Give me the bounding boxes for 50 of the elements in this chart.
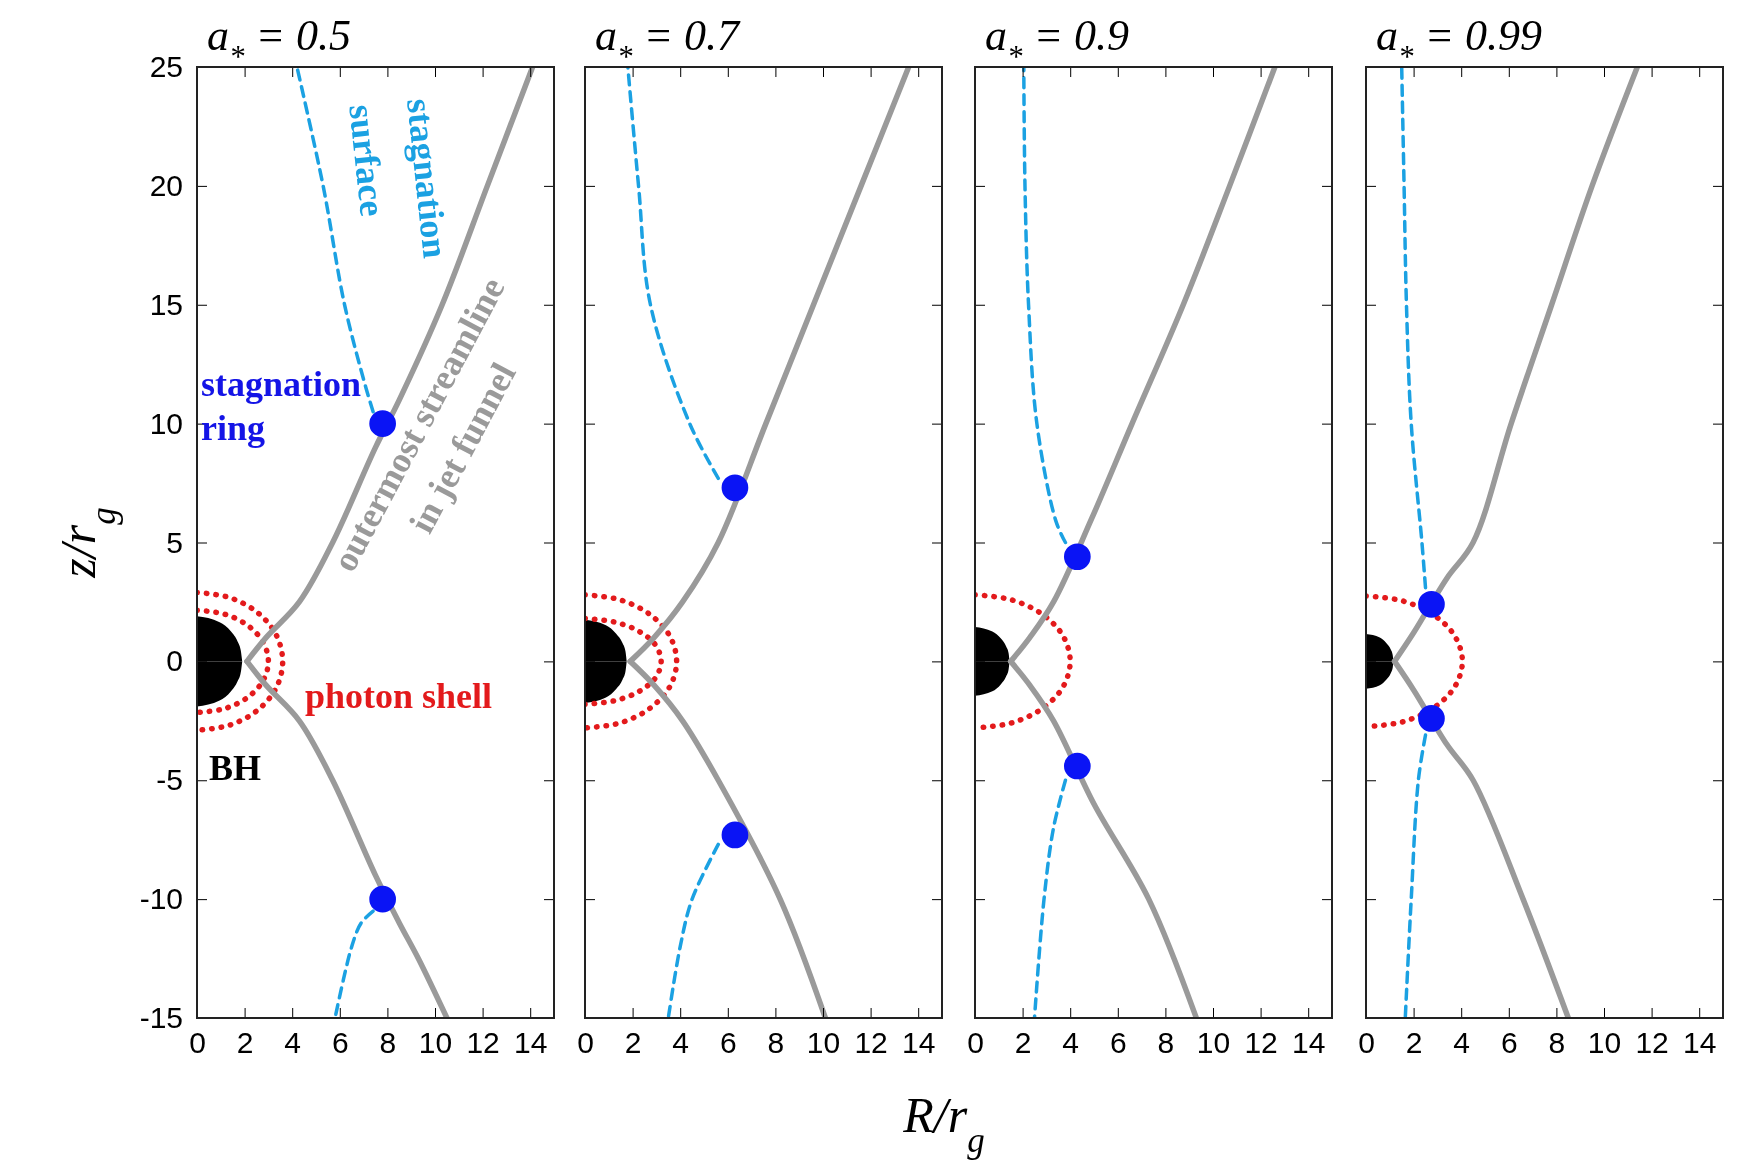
- chart-title: a$_{*}$ = 0.5: [207, 11, 352, 74]
- x-tick-label: 2: [1405, 1026, 1423, 1060]
- annotation: stagnation ring: [201, 364, 362, 448]
- x-tick-label: 6: [1109, 1026, 1127, 1060]
- x-tick-label: 10: [418, 1026, 453, 1060]
- x-tick-label: 4: [1062, 1026, 1080, 1060]
- chart-title: a$_{*}$ = 0.9: [985, 11, 1130, 74]
- y-tick-label: -5: [156, 763, 183, 797]
- x-tick-label: 10: [1587, 1026, 1622, 1060]
- x-tick-label: 4: [1453, 1026, 1471, 1060]
- x-tick-label: 6: [1500, 1026, 1518, 1060]
- y-tick-label: 5: [166, 525, 183, 559]
- x-tick-label: 0: [577, 1026, 594, 1060]
- x-tick-label: 8: [1548, 1026, 1566, 1060]
- y-tick-label: -15: [139, 1001, 183, 1035]
- x-tick-label: 0: [189, 1026, 206, 1060]
- y-tick-label: 25: [149, 50, 183, 84]
- x-tick-label: 6: [331, 1026, 349, 1060]
- chart-title: a$_{*}$ = 0.99: [1376, 11, 1543, 74]
- x-tick-label: 12: [854, 1026, 888, 1060]
- x-tick-label: 6: [719, 1026, 737, 1060]
- x-tick-label: 2: [236, 1026, 254, 1060]
- x-tick-label: 10: [806, 1026, 841, 1060]
- x-tick-label: 8: [767, 1026, 785, 1060]
- y-tick-label: 15: [149, 287, 183, 321]
- x-tick-label: 0: [967, 1026, 984, 1060]
- x-axis-title: R/r$_{g}$: [902, 1087, 985, 1160]
- annotation: photon shell: [305, 676, 493, 716]
- x-tick-label: 2: [1014, 1026, 1032, 1060]
- x-tick-label: 14: [1683, 1026, 1717, 1060]
- x-tick-label: 12: [1635, 1026, 1669, 1060]
- x-tick-label: 14: [902, 1026, 936, 1060]
- x-tick-label: 12: [466, 1026, 500, 1060]
- y-tick-label: 20: [149, 168, 183, 202]
- y-tick-label: 10: [149, 406, 183, 440]
- annotation: stagnation surface: [341, 96, 456, 260]
- x-tick-label: 10: [1196, 1026, 1231, 1060]
- x-tick-label: 8: [379, 1026, 397, 1060]
- y-tick-label: -10: [139, 882, 183, 916]
- x-tick-label: 14: [514, 1026, 548, 1060]
- x-tick-label: 4: [672, 1026, 690, 1060]
- x-tick-label: 4: [284, 1026, 302, 1060]
- annotation: BH: [209, 748, 262, 788]
- x-tick-label: 0: [1358, 1026, 1375, 1060]
- chart-title: a$_{*}$ = 0.7: [595, 11, 742, 74]
- x-tick-label: 8: [1157, 1026, 1175, 1060]
- x-tick-label: 2: [624, 1026, 642, 1060]
- y-tick-label: 0: [166, 644, 183, 678]
- x-tick-label: 12: [1244, 1026, 1278, 1060]
- x-tick-label: 14: [1292, 1026, 1326, 1060]
